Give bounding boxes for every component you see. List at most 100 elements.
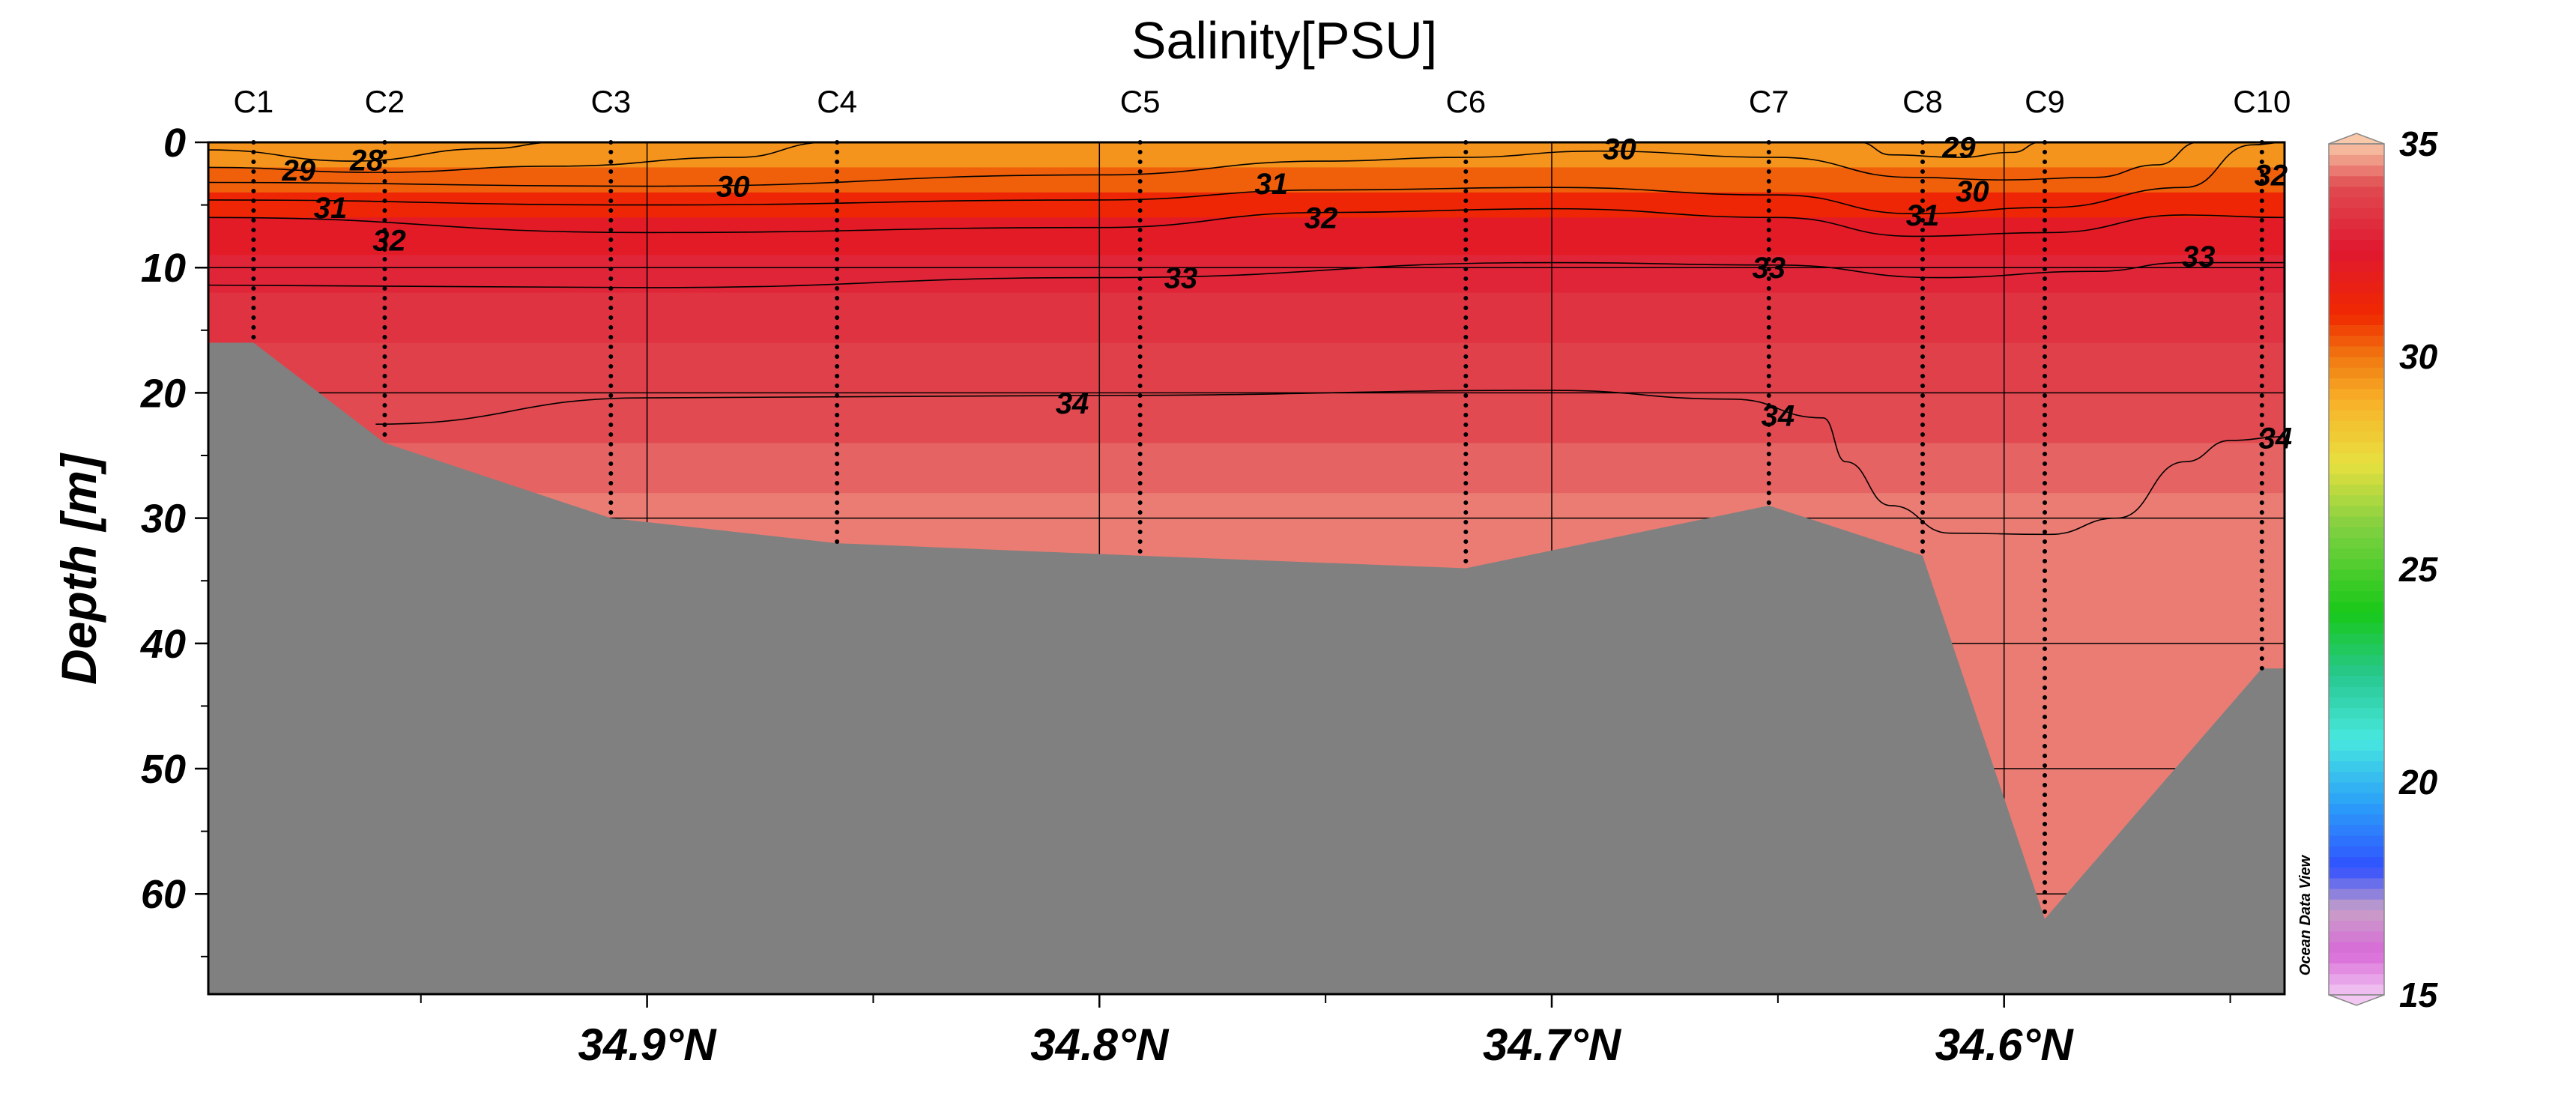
salinity-layer [208, 167, 2285, 193]
colorbar-band [2329, 846, 2384, 857]
contour-label: 30 [1603, 133, 1636, 166]
x-tick-label: 34.6°N [1935, 1020, 2075, 1070]
contour-label: 34 [2259, 423, 2293, 455]
colorbar-band [2329, 835, 2384, 847]
colorbar-band [2329, 239, 2384, 251]
contour-label: 31 [1906, 199, 1940, 232]
colorbar-band [2329, 175, 2384, 187]
colorbar-band [2329, 623, 2384, 634]
colorbar-band [2329, 729, 2384, 740]
contour-lines [208, 142, 2285, 536]
colorbar-band [2329, 771, 2384, 783]
colorbar-band [2329, 611, 2384, 623]
contour-line-28 [208, 142, 557, 162]
salinity-layer [208, 192, 2285, 219]
station-label-c2: C2 [365, 84, 405, 119]
contour-label: 31 [1254, 168, 1288, 201]
station-label-c10: C10 [2233, 84, 2291, 119]
colorbar-band [2329, 165, 2384, 177]
colorbar-band [2329, 314, 2384, 325]
colorbar-band [2329, 899, 2384, 910]
contour-label: 34 [1056, 387, 1089, 420]
colorbar-band [2329, 324, 2384, 336]
colorbar-band [2329, 930, 2384, 942]
colorbar-band [2329, 739, 2384, 751]
colorbar-band [2329, 633, 2384, 644]
salinity-layer [208, 292, 2285, 344]
colorbar-band [2329, 271, 2384, 283]
colorbar-top-cap [2328, 133, 2385, 145]
colorbar-band [2329, 441, 2384, 453]
y-tick-label: 50 [141, 747, 186, 792]
colorbar-tick-label: 35 [2399, 124, 2439, 163]
colorbar-band [2329, 569, 2384, 581]
salinity-layer [208, 217, 2285, 256]
colorbar-band [2329, 473, 2384, 485]
colorbar-band [2329, 197, 2384, 208]
colorbar-band [2329, 367, 2384, 378]
contour-label: 32 [2255, 159, 2288, 192]
colorbar-band [2329, 452, 2384, 464]
colorbar-band [2329, 856, 2384, 868]
colorbar-band [2329, 803, 2384, 815]
contour-label: 29 [281, 154, 315, 187]
colorbar-band [2329, 399, 2384, 411]
contour-label: 28 [349, 144, 384, 177]
x-tick-label: 34.8°N [1030, 1020, 1170, 1070]
colorbar-band [2329, 494, 2384, 506]
colorbar-band [2329, 654, 2384, 666]
colorbar-band [2329, 888, 2384, 900]
colorbar-band [2329, 984, 2384, 996]
colorbar-band [2329, 760, 2384, 772]
station-label-c6: C6 [1445, 84, 1486, 119]
colorbar-band [2329, 505, 2384, 517]
colorbar-band [2329, 793, 2384, 804]
colorbar-band [2329, 186, 2384, 198]
colorbar-band [2329, 357, 2384, 368]
colorbar-band [2329, 920, 2384, 932]
colorbar-band [2329, 814, 2384, 826]
colorbar-band [2329, 558, 2384, 570]
colorbar-band [2329, 431, 2384, 443]
colorbar-tick-label: 25 [2398, 550, 2439, 589]
contour-line-30 [208, 142, 2199, 187]
colorbar-band [2329, 686, 2384, 697]
colorbar-tick-label: 20 [2398, 763, 2438, 802]
contour-label: 30 [716, 171, 750, 204]
x-tick-label: 34.7°N [1483, 1020, 1622, 1070]
contour-label: 33 [1753, 252, 1786, 285]
colorbar-band [2329, 909, 2384, 921]
seafloor-bathymetry [208, 342, 2285, 994]
colorbar-band [2329, 420, 2384, 432]
colorbar-band [2329, 867, 2384, 879]
colorbar-band [2329, 718, 2384, 730]
contour-label: 32 [1304, 202, 1338, 234]
colorbar-band [2329, 228, 2384, 240]
contour-line-29 [1859, 142, 2041, 158]
contour-line-33 [208, 261, 2285, 288]
salinity-layer [208, 443, 2285, 494]
axes: 0 10 20 30 40 50 60 34.9°N 34.8°N 34.7°N 34.6°N [140, 121, 2231, 1070]
colorbar: 15 20 25 30 35 [2328, 124, 2439, 1014]
colorbar-band [2329, 782, 2384, 793]
salinity-layer [208, 393, 2285, 444]
contour-label: 30 [1956, 175, 1989, 208]
colorbar-band [2329, 644, 2384, 656]
salinity-layer [208, 342, 2285, 394]
y-tick-label: 30 [141, 497, 186, 542]
colorbar-band [2329, 963, 2384, 975]
colorbar-band [2329, 580, 2384, 591]
contour-line-32 [208, 208, 2285, 237]
y-tick-label: 10 [141, 246, 186, 291]
contour-label: 29 [1941, 132, 1976, 165]
colorbar-band [2329, 410, 2384, 421]
station-label-c4: C4 [817, 84, 857, 119]
contour-labels: 28 29 29 30 30 30 31 31 31 32 32 32 33 33 33 34 34 34 [281, 132, 2292, 455]
watermark: Ocean Data View [2297, 854, 2314, 975]
station-label-c1: C1 [234, 84, 274, 119]
contour-label: 33 [2182, 240, 2216, 273]
colorbar-bottom-cap [2328, 994, 2385, 1006]
colorbar-band [2329, 665, 2384, 676]
colorbar-tick-label: 15 [2399, 975, 2439, 1014]
colorbar-band [2329, 537, 2384, 549]
